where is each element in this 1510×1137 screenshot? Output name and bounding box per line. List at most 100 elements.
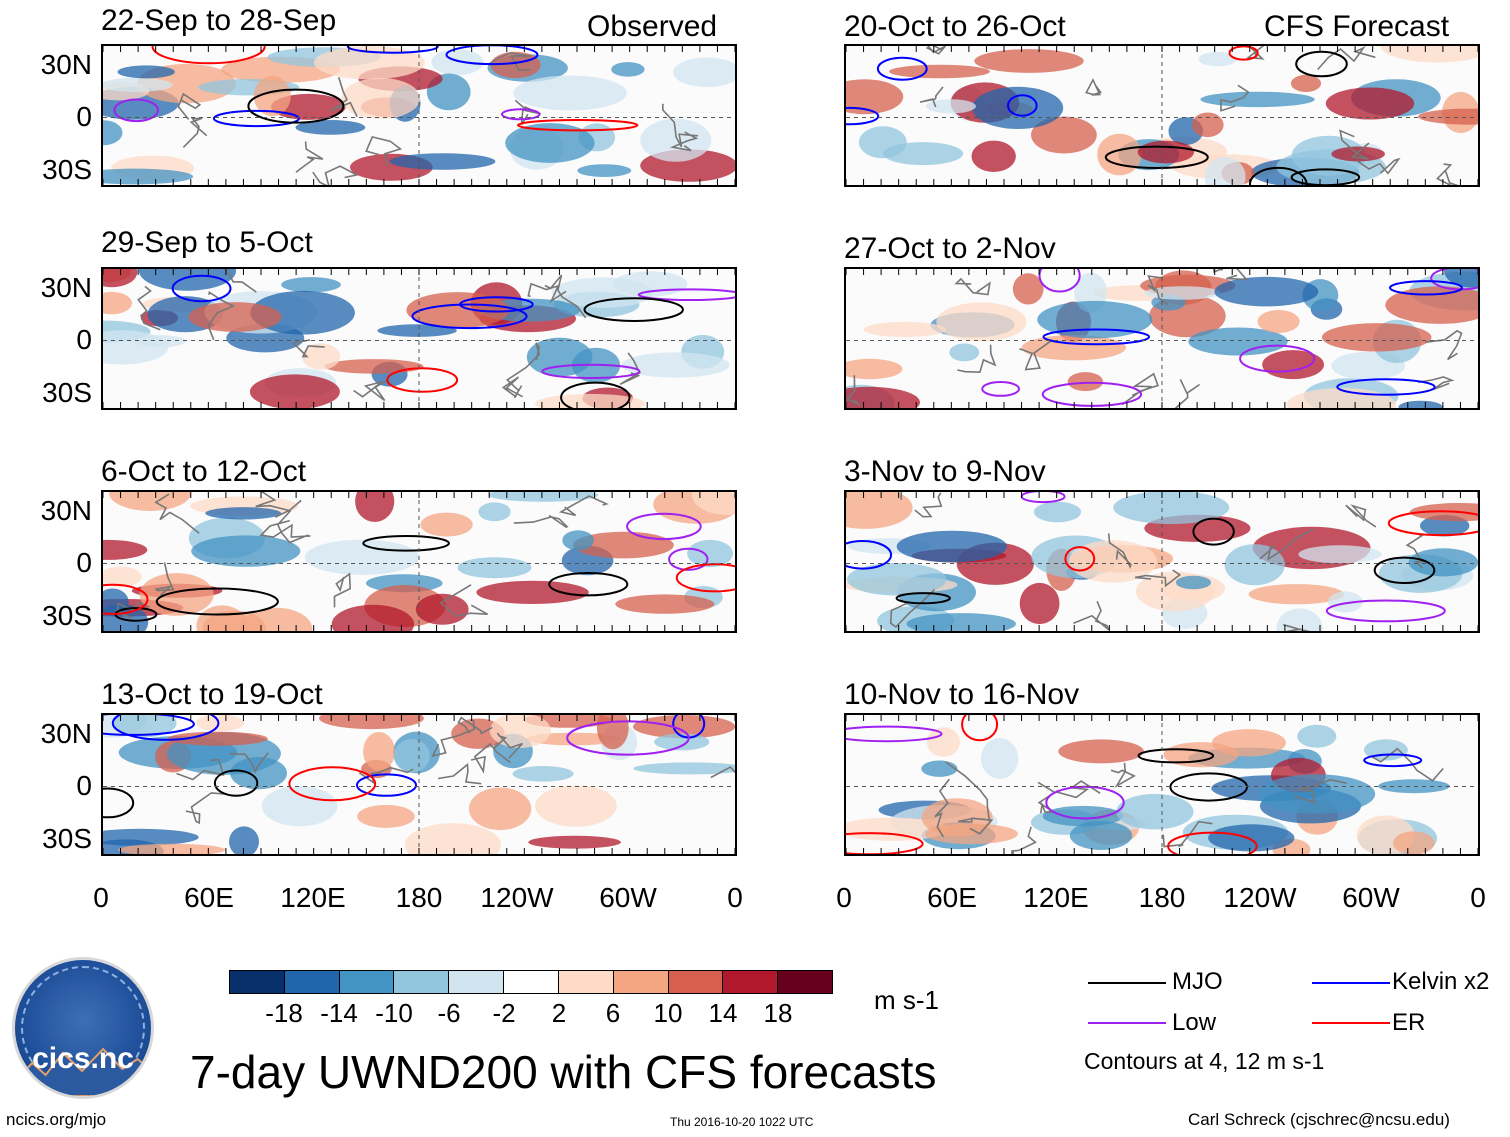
wave-contour [1389, 280, 1463, 296]
colorbar-tick: -14 [320, 998, 358, 1028]
anomaly-shading [1021, 335, 1126, 361]
anomaly-shading [191, 535, 301, 567]
anomaly-shading [103, 291, 132, 315]
coastline [1259, 528, 1314, 561]
wave-contour [247, 88, 345, 124]
anomaly-shading [1380, 46, 1478, 63]
colorbar-segment [339, 971, 395, 993]
anomaly-shading [167, 731, 268, 746]
wave-contour [1363, 753, 1423, 768]
anomaly-shading [1144, 286, 1221, 300]
anomaly-shading [972, 86, 1064, 129]
coastline [154, 562, 175, 596]
anomaly-shading [313, 46, 425, 80]
coastline [1174, 379, 1201, 408]
coastline [437, 763, 482, 785]
anomaly-shading [281, 277, 341, 293]
wave-contour [846, 832, 924, 854]
anomaly-shading [103, 539, 148, 560]
lon-label: 180 [395, 882, 443, 913]
lon-label: 0 [1470, 882, 1486, 913]
anomaly-shading [468, 787, 532, 831]
anomaly-shading [1257, 310, 1300, 333]
wave-contour [103, 715, 195, 736]
wave-contour [501, 108, 541, 121]
anomaly-shading [341, 77, 421, 119]
anomaly-shading [513, 75, 627, 111]
wave-contour [583, 297, 684, 322]
coastline [330, 77, 358, 118]
colorbar-segment [284, 971, 340, 993]
coastline [365, 135, 403, 167]
coastline [926, 46, 946, 55]
wave-contour [346, 46, 439, 54]
anomaly-shading [1325, 87, 1415, 120]
anomaly-shading [103, 120, 123, 146]
footer-link[interactable]: ncics.org/mjo [6, 1110, 107, 1129]
coastline [185, 792, 224, 825]
lon-label: 60E [927, 882, 977, 913]
anomaly-shading [980, 738, 1019, 779]
wave-contour [1042, 328, 1151, 346]
lon-label: 0 [93, 882, 109, 913]
anomaly-shading [431, 49, 484, 76]
anomaly-shading [1298, 545, 1382, 564]
coastline [1345, 504, 1377, 528]
coastline [1073, 600, 1110, 631]
coastline [1425, 329, 1463, 361]
anomaly-shading [112, 715, 177, 738]
anomaly-shading [261, 786, 338, 827]
coastline [1121, 372, 1159, 406]
coastline [669, 131, 699, 152]
legend-swatch-mjo [1088, 982, 1166, 984]
anomaly-shading [196, 715, 245, 732]
panel-title: 20-Oct to 26-Oct [844, 10, 1066, 43]
anomaly-shading [1191, 112, 1224, 138]
anomaly-shading [103, 330, 169, 365]
anomaly-shading [971, 140, 1016, 172]
coastline [259, 519, 311, 538]
lat-label: 30N [40, 49, 92, 80]
anomaly-shading [103, 168, 194, 185]
panel-title: 10-Nov to 16-Nov [844, 678, 1080, 711]
wave-contour [637, 288, 735, 301]
coastline [182, 117, 208, 148]
legend-swatch-low [1088, 1022, 1166, 1024]
wave-contour [103, 787, 135, 819]
anomaly-shading [357, 804, 415, 828]
colorbar-segment [230, 971, 285, 993]
wave-contour [103, 583, 149, 615]
anomaly-shading [377, 324, 457, 337]
coastline [225, 269, 257, 293]
wave-contour [1373, 556, 1436, 585]
coastline [154, 493, 200, 534]
map-panel-observed-4 [101, 713, 737, 856]
panel-title: 27-Oct to 2-Nov [844, 232, 1056, 265]
colorbar-segment [723, 971, 779, 993]
wave-contour [675, 563, 735, 593]
anomaly-shading [846, 358, 903, 380]
anomaly-shading [633, 762, 735, 775]
wave-contour [155, 587, 279, 616]
anomaly-shading [673, 57, 735, 88]
colorbar-tick: -2 [492, 998, 516, 1028]
anomaly-shading [1175, 575, 1211, 590]
anomaly-shading [478, 502, 511, 522]
anomaly-shading [1113, 492, 1230, 525]
colorbar-segment [394, 971, 450, 993]
lon-label: 120W [480, 882, 554, 913]
coastline [333, 572, 352, 608]
wave-contour [1020, 492, 1066, 504]
anomaly-shading [1204, 156, 1246, 185]
wave-contour [846, 106, 880, 126]
map-panel-observed-2 [101, 267, 737, 410]
lon-label: 180 [1138, 882, 1186, 913]
legend-swatch-kelvin [1312, 982, 1390, 984]
wave-contour [151, 46, 266, 65]
panel-source-label: Observed [587, 10, 718, 43]
coastline [1356, 157, 1401, 175]
wave-contour [626, 512, 702, 541]
coastline [1436, 163, 1459, 185]
anomaly-shading [846, 386, 920, 408]
coastline [1147, 275, 1169, 306]
